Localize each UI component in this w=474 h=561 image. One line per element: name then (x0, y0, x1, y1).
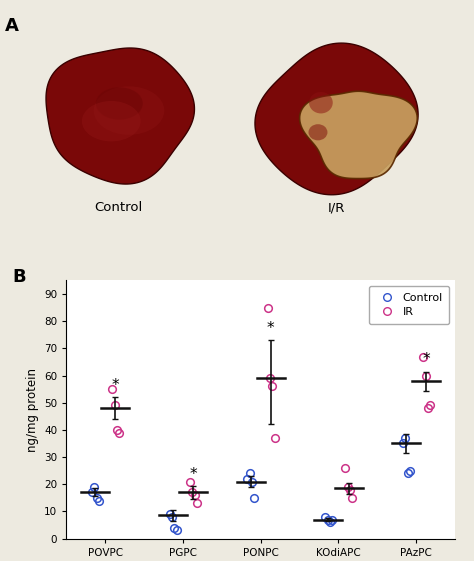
Text: B: B (12, 268, 26, 286)
PathPatch shape (255, 43, 418, 195)
Text: *: * (189, 467, 197, 481)
Ellipse shape (96, 88, 143, 119)
Y-axis label: ng/mg protein: ng/mg protein (26, 367, 39, 452)
Text: A: A (5, 17, 18, 35)
Text: *: * (111, 378, 119, 393)
Legend: Control, IR: Control, IR (369, 286, 449, 324)
Ellipse shape (309, 124, 328, 140)
Ellipse shape (309, 92, 333, 113)
PathPatch shape (300, 91, 417, 178)
Text: *: * (422, 352, 430, 367)
Text: Control: Control (94, 201, 143, 214)
Text: *: * (267, 321, 274, 336)
Text: I/R: I/R (328, 201, 345, 214)
Ellipse shape (82, 101, 141, 141)
Ellipse shape (94, 86, 164, 135)
PathPatch shape (46, 48, 194, 184)
